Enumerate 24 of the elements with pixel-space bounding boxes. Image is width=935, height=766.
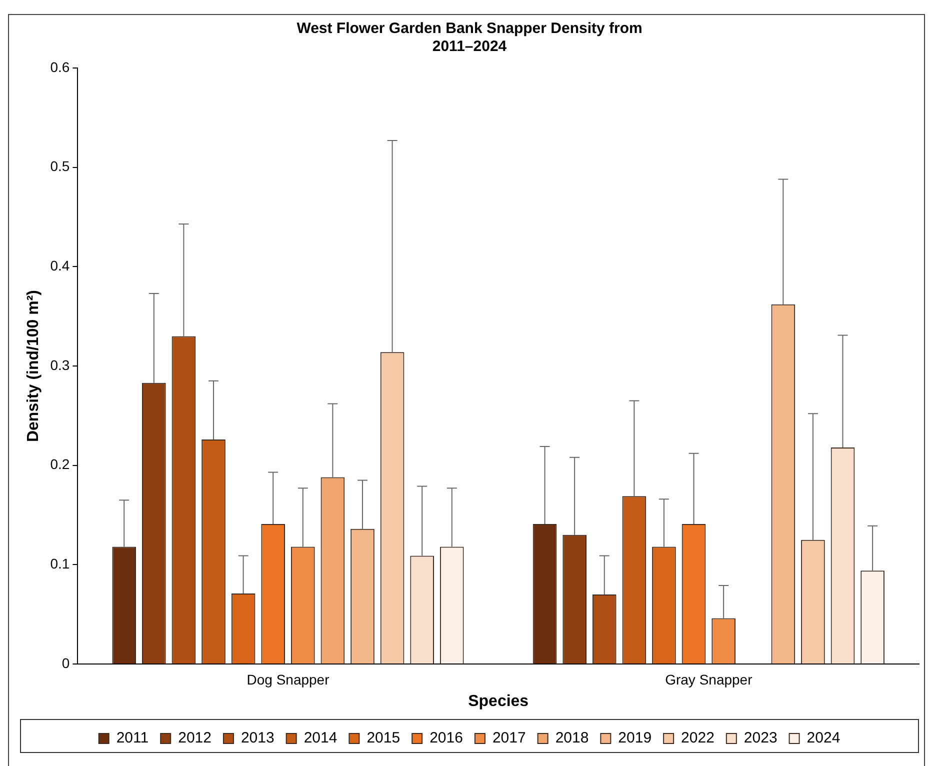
legend-label: 2013 [240, 730, 274, 747]
x-tick-label: Dog Snapper [246, 671, 330, 688]
legend-label: 2017 [492, 730, 526, 747]
y-tick-label: 0.3 [50, 356, 70, 373]
legend-label: 2023 [744, 730, 778, 747]
legend-label: 2016 [430, 730, 463, 747]
legend-label: 2019 [618, 730, 652, 747]
legend-label: 2011 [116, 730, 149, 747]
legend-label: 2024 [806, 730, 840, 747]
legend-label: 2022 [681, 730, 714, 747]
y-tick-label: 0.1 [50, 556, 70, 572]
y-axis-title: Density (ind/100 m²) [25, 290, 42, 442]
legend-label: 2014 [304, 730, 338, 747]
legend-label: 2015 [366, 730, 400, 747]
x-tick-label: Gray Snapper [665, 671, 753, 688]
y-tick-label: 0.6 [50, 58, 70, 75]
y-tick-label: 0.2 [50, 456, 70, 472]
legend-label: 2018 [555, 730, 589, 747]
y-tick-label: 0.4 [50, 258, 70, 274]
x-axis-title: Species [468, 692, 529, 710]
y-tick-label: 0 [62, 654, 70, 671]
chart-title: West Flower Garden Bank Snapper Density from 2011–2024 [296, 20, 642, 56]
legend-label: 2012 [178, 730, 212, 747]
y-tick-label: 0.5 [50, 158, 70, 174]
